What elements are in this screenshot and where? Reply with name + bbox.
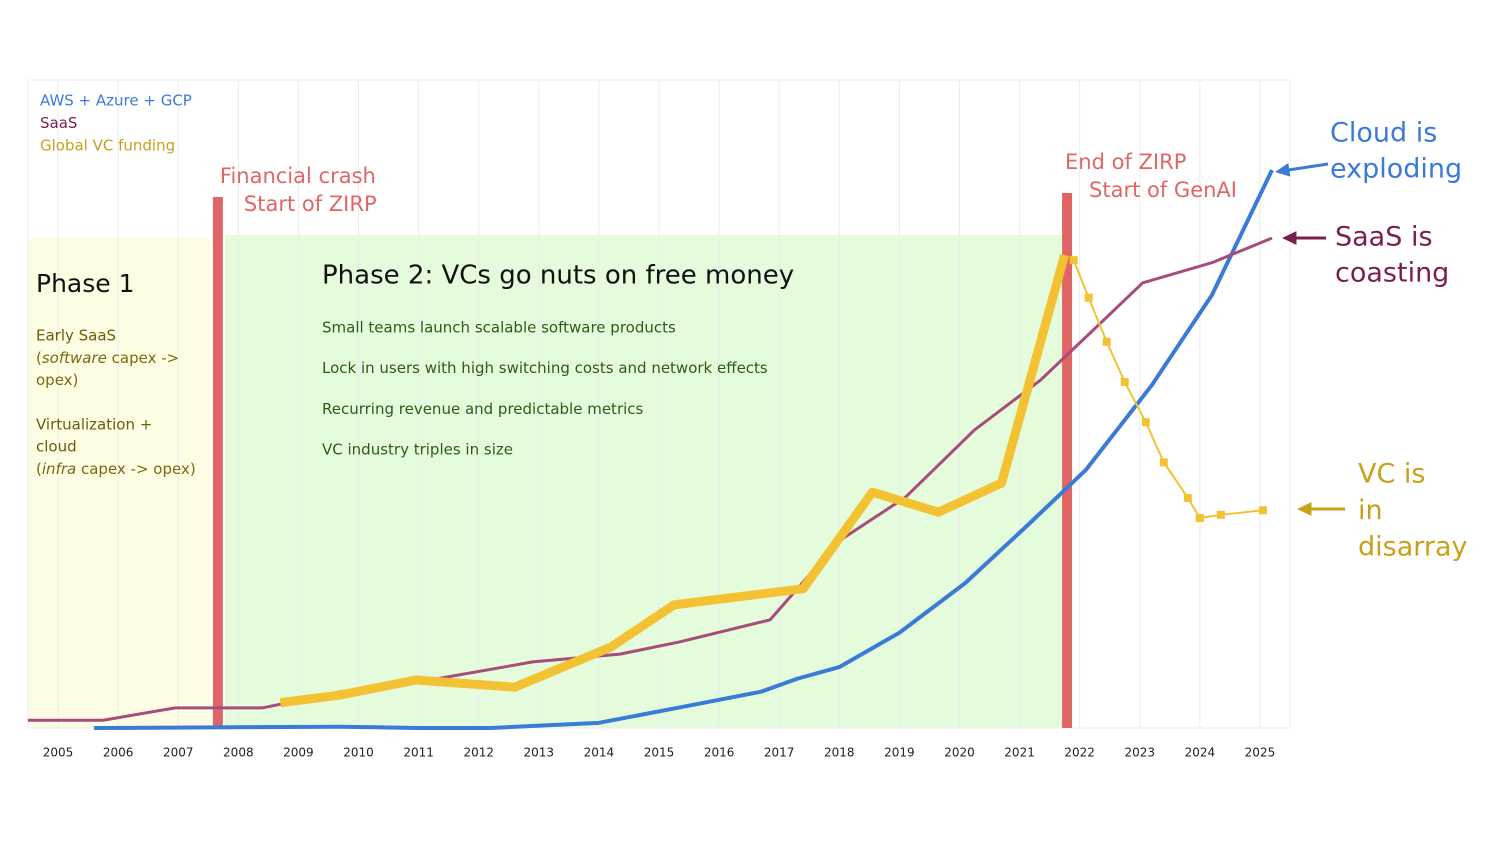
end-label: exploding [1330,154,1462,185]
x-tick-label: 2010 [343,746,374,760]
series-marker [1216,510,1225,519]
series-marker [1258,506,1267,515]
end-label: in [1358,495,1383,526]
phase-item-detail: (infra capex -> opex) [36,460,196,478]
end-label: Cloud is [1330,118,1437,149]
phase-item-heading: Virtualization + [36,416,152,434]
x-tick-label: 2020 [944,746,975,760]
series-line [94,169,1274,730]
phase-item-detail: (software capex -> [36,349,179,367]
end-label: VC is [1358,459,1425,490]
x-tick-label: 2024 [1185,746,1216,760]
series-marker [1141,418,1150,427]
event-label: Financial crash [220,164,376,188]
x-tick-label: 2007 [163,746,194,760]
x-tick-label: 2025 [1245,746,1276,760]
x-tick-label: 2013 [524,746,555,760]
x-tick-label: 2023 [1124,746,1155,760]
x-tick-label: 2006 [103,746,134,760]
x-tick-label: 2022 [1064,746,1095,760]
legend-entry: Global VC funding [40,137,175,155]
phase-bullet: Small teams launch scalable software pro… [322,319,676,337]
end-label: SaaS is [1335,222,1433,253]
x-tick-label: 2011 [403,746,434,760]
detail-segment: opex) [36,371,78,389]
series-marker [1195,514,1204,523]
x-tick-label: 2005 [43,746,74,760]
phase-bullet: VC industry triples in size [322,441,513,459]
series-marker [1120,377,1129,386]
arrow-head [1297,502,1312,516]
x-tick-label: 2014 [584,746,615,760]
x-tick-label: 2008 [223,746,254,760]
series-marker [1102,337,1111,346]
x-tick-label: 2019 [884,746,915,760]
x-tick-label: 2015 [644,746,675,760]
event-label: Start of ZIRP [244,192,377,216]
phase-item-detail: opex) [36,371,78,389]
series-marker [1159,458,1168,467]
series-line [28,236,1273,722]
x-tick-label: 2021 [1004,746,1035,760]
series-marker [1084,293,1093,302]
phase-item-heading: Early SaaS [36,327,116,345]
phase-region [28,238,210,728]
legend-entry: SaaS [40,114,77,132]
detail-segment: ( [36,349,42,367]
detail-segment: infra [42,460,76,478]
phase-bullet: Recurring revenue and predictable metric… [322,400,644,418]
legend-entry: AWS + Azure + GCP [40,92,192,110]
x-tick-label: 2016 [704,746,735,760]
arrow-head [1282,231,1297,245]
series-line [279,253,1069,708]
phase-title: Phase 2: VCs go nuts on free money [322,261,794,291]
arrow-head [1275,163,1291,177]
phase-region [224,235,1063,728]
x-tick-label: 2012 [463,746,494,760]
x-tick-label: 2018 [824,746,855,760]
event-label: End of ZIRP [1065,150,1186,174]
event-label: Start of GenAI [1089,178,1237,202]
detail-segment: ( [36,460,42,478]
series-line [1072,259,1264,520]
x-tick-label: 2017 [764,746,795,760]
phase-bullet: Lock in users with high switching costs … [322,359,768,377]
end-label: coasting [1335,258,1449,289]
phase-item-heading: cloud [36,438,77,456]
arrow-shaft [1284,162,1329,172]
end-label: disarray [1358,532,1468,563]
detail-segment: software [42,349,107,367]
phase-title: Phase 1 [36,269,135,298]
series-marker [1069,256,1078,265]
x-tick-label: 2009 [283,746,314,760]
series-marker [1183,493,1192,502]
detail-segment: capex -> opex) [76,460,195,478]
detail-segment: capex -> [107,349,179,367]
